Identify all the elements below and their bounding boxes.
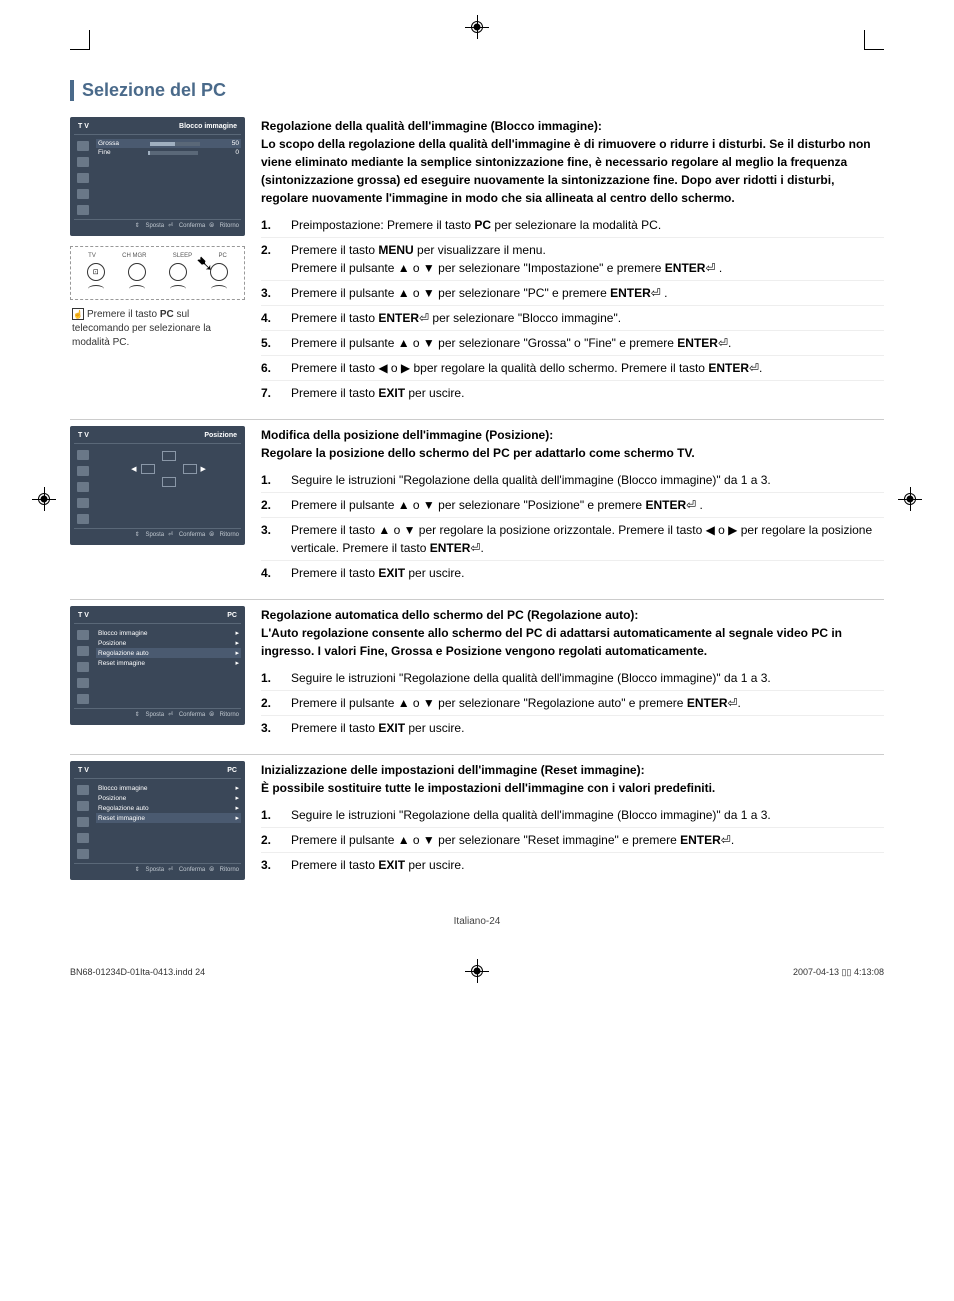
- section-title: Selezione del PC: [70, 80, 884, 101]
- pointer-arrow-icon: ➷: [196, 251, 214, 277]
- step-item: 2.Premere il pulsante ▲ o ▼ per selezion…: [261, 828, 884, 853]
- block1-intro: Regolazione della qualità dell'immagine …: [261, 117, 884, 207]
- osd-screenshot-posizione: T VPosizione ◀▶ ⇕ Sposta⏎ Conferma⦾ Rito…: [70, 426, 245, 545]
- step-item: 3.Premere il tasto EXIT per uscire.: [261, 853, 884, 877]
- step-item: 7.Premere il tasto EXIT per uscire.: [261, 381, 884, 405]
- block3-steps: 1.Seguire le istruzioni "Regolazione del…: [261, 666, 884, 740]
- step-item: 2.Premere il pulsante ▲ o ▼ per selezion…: [261, 691, 884, 716]
- remote-diagram: TVCH MGRSLEEPPC ⊡ ➷: [70, 246, 245, 300]
- step-item: 4.Premere il tasto ENTER⏎ per selezionar…: [261, 306, 884, 331]
- hand-pointer-icon: ☝: [72, 308, 84, 320]
- block2-steps: 1.Seguire le istruzioni "Regolazione del…: [261, 468, 884, 585]
- block2-intro: Modifica della posizione dell'immagine (…: [261, 426, 884, 462]
- block1-steps: 1.Preimpostazione: Premere il tasto PC p…: [261, 213, 884, 405]
- step-item: 4.Premere il tasto EXIT per uscire.: [261, 561, 884, 585]
- reg-mark-bottom: [465, 959, 489, 983]
- step-item: 1.Preimpostazione: Premere il tasto PC p…: [261, 213, 884, 238]
- osd-screenshot-blocco: T VBlocco immagine Grossa50 Fine0 ⇕ Spos…: [70, 117, 245, 236]
- osd-screenshot-pc-reset: T VPC Blocco immagine▸Posizione▸Regolazi…: [70, 761, 245, 880]
- remote-caption: ☝Premere il tasto PC sul telecomando per…: [70, 308, 245, 350]
- osd-screenshot-pc-auto: T VPC Blocco immagine▸Posizione▸Regolazi…: [70, 606, 245, 725]
- step-item: 1.Seguire le istruzioni "Regolazione del…: [261, 666, 884, 691]
- step-item: 2.Premere il pulsante ▲ o ▼ per selezion…: [261, 493, 884, 518]
- step-item: 1.Seguire le istruzioni "Regolazione del…: [261, 468, 884, 493]
- divider: [70, 754, 884, 755]
- crop-mark: [864, 30, 884, 50]
- step-item: 1.Seguire le istruzioni "Regolazione del…: [261, 803, 884, 828]
- block4-steps: 1.Seguire le istruzioni "Regolazione del…: [261, 803, 884, 877]
- step-item: 5.Premere il pulsante ▲ o ▼ per selezion…: [261, 331, 884, 356]
- step-item: 6.Premere il tasto ◀ o ▶ bper regolare l…: [261, 356, 884, 381]
- divider: [70, 419, 884, 420]
- block3-intro: Regolazione automatica dello schermo del…: [261, 606, 884, 660]
- divider: [70, 599, 884, 600]
- step-item: 2.Premere il tasto MENU per visualizzare…: [261, 238, 884, 281]
- step-item: 3.Premere il pulsante ▲ o ▼ per selezion…: [261, 281, 884, 306]
- page-number: Italiano-24: [70, 916, 884, 927]
- crop-mark: [70, 30, 90, 50]
- step-item: 3.Premere il tasto ▲ o ▼ per regolare la…: [261, 518, 884, 561]
- step-item: 3.Premere il tasto EXIT per uscire.: [261, 716, 884, 740]
- block4-intro: Inizializzazione delle impostazioni dell…: [261, 761, 884, 797]
